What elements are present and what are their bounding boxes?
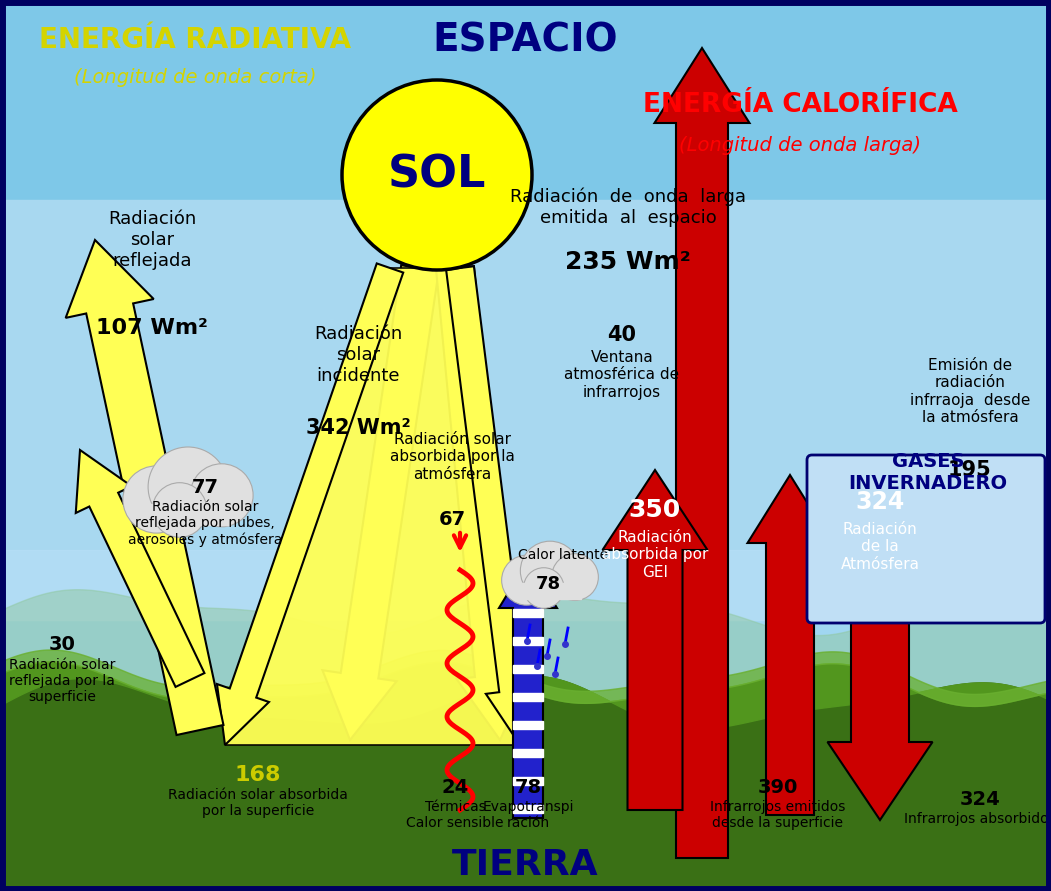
Text: 168: 168 — [234, 765, 282, 785]
Circle shape — [523, 568, 564, 609]
Circle shape — [123, 466, 190, 533]
Text: 40: 40 — [607, 325, 637, 345]
Bar — [0, 200, 1051, 620]
Polygon shape — [76, 450, 205, 687]
Text: 390: 390 — [758, 778, 798, 797]
Circle shape — [148, 447, 228, 527]
Text: Radiación
solar
reflejada: Radiación solar reflejada — [108, 210, 197, 270]
Polygon shape — [446, 266, 540, 745]
Polygon shape — [602, 470, 707, 810]
Circle shape — [552, 553, 598, 601]
Text: Térmicas
Calor sensible: Térmicas Calor sensible — [407, 800, 503, 830]
Text: 195: 195 — [948, 460, 992, 480]
Text: Radiación solar
absorbida por la
atmósfera: Radiación solar absorbida por la atmósfe… — [390, 432, 514, 482]
Text: Radiación solar
reflejada por la
superficie: Radiación solar reflejada por la superfi… — [8, 658, 116, 705]
Bar — [513, 665, 543, 673]
Text: Evapotranspi
ración: Evapotranspi ración — [482, 800, 574, 830]
Text: 78: 78 — [514, 778, 541, 797]
Text: ENERGÍA CALORÍFICA: ENERGÍA CALORÍFICA — [642, 92, 957, 118]
Polygon shape — [225, 268, 520, 745]
Text: GASES
INVERNADERO: GASES INVERNADERO — [848, 452, 1008, 493]
Text: 77: 77 — [191, 478, 219, 497]
Bar — [513, 721, 543, 729]
Bar — [146, 503, 230, 525]
Circle shape — [342, 80, 532, 270]
Text: Radiación
solar
incidente: Radiación solar incidente — [314, 325, 403, 385]
Text: 107 Wm²: 107 Wm² — [96, 318, 208, 338]
Bar — [519, 584, 581, 599]
Text: (Longitud de onda corta): (Longitud de onda corta) — [74, 68, 316, 87]
Bar — [513, 777, 543, 785]
Text: Calor latente: Calor latente — [518, 548, 609, 562]
Text: 235 Wm²: 235 Wm² — [565, 250, 691, 274]
Text: 67: 67 — [438, 510, 466, 529]
Circle shape — [520, 541, 580, 601]
Text: Radiación solar
reflejada por nubes,
aerosoles y atmósfera: Radiación solar reflejada por nubes, aer… — [128, 500, 282, 547]
Text: 78: 78 — [535, 575, 560, 593]
Text: Infrarrojos absorbidos: Infrarrojos absorbidos — [904, 812, 1051, 826]
Circle shape — [501, 555, 552, 605]
Polygon shape — [217, 264, 404, 745]
Text: 350: 350 — [628, 498, 681, 522]
Text: Radiación solar absorbida
por la superficie: Radiación solar absorbida por la superfi… — [168, 788, 348, 818]
Text: Radiación  de  onda  larga
emitida  al  espacio: Radiación de onda larga emitida al espac… — [510, 188, 746, 227]
Bar — [513, 609, 543, 617]
Bar — [513, 693, 543, 701]
Bar — [0, 550, 1051, 750]
Text: Radiación
absorbida por
GEI: Radiación absorbida por GEI — [602, 530, 708, 580]
Polygon shape — [747, 475, 832, 815]
Text: Ventana
atmosférica de
infrarrojos: Ventana atmosférica de infrarrojos — [564, 350, 680, 400]
Text: (Longitud de onda larga): (Longitud de onda larga) — [679, 136, 921, 155]
Text: 342 Wm²: 342 Wm² — [306, 418, 410, 438]
Polygon shape — [65, 240, 224, 735]
Text: ESPACIO: ESPACIO — [432, 22, 618, 60]
Polygon shape — [655, 48, 749, 858]
Text: 30: 30 — [48, 635, 76, 654]
Text: 24: 24 — [441, 778, 469, 797]
Text: ENERGÍA RADIATIVA: ENERGÍA RADIATIVA — [39, 26, 351, 54]
Polygon shape — [827, 472, 932, 820]
Circle shape — [190, 464, 253, 527]
FancyBboxPatch shape — [807, 455, 1045, 623]
Bar — [513, 805, 543, 813]
Polygon shape — [499, 560, 557, 818]
Bar — [513, 749, 543, 757]
Polygon shape — [323, 266, 439, 740]
Text: SOL: SOL — [388, 153, 487, 197]
Text: Infrarrojos emitidos
desde la superficie: Infrarrojos emitidos desde la superficie — [710, 800, 846, 830]
Bar — [513, 637, 543, 645]
Text: Radiación
de la
Atmósfera: Radiación de la Atmósfera — [841, 522, 920, 572]
Text: 324: 324 — [856, 490, 905, 514]
Text: Emisión de
radiación
infrraoja  desde
la atmósfera: Emisión de radiación infrraoja desde la … — [910, 358, 1030, 425]
Text: TIERRA: TIERRA — [452, 848, 598, 882]
Circle shape — [152, 483, 207, 537]
Polygon shape — [436, 266, 531, 740]
Text: 324: 324 — [960, 790, 1001, 809]
